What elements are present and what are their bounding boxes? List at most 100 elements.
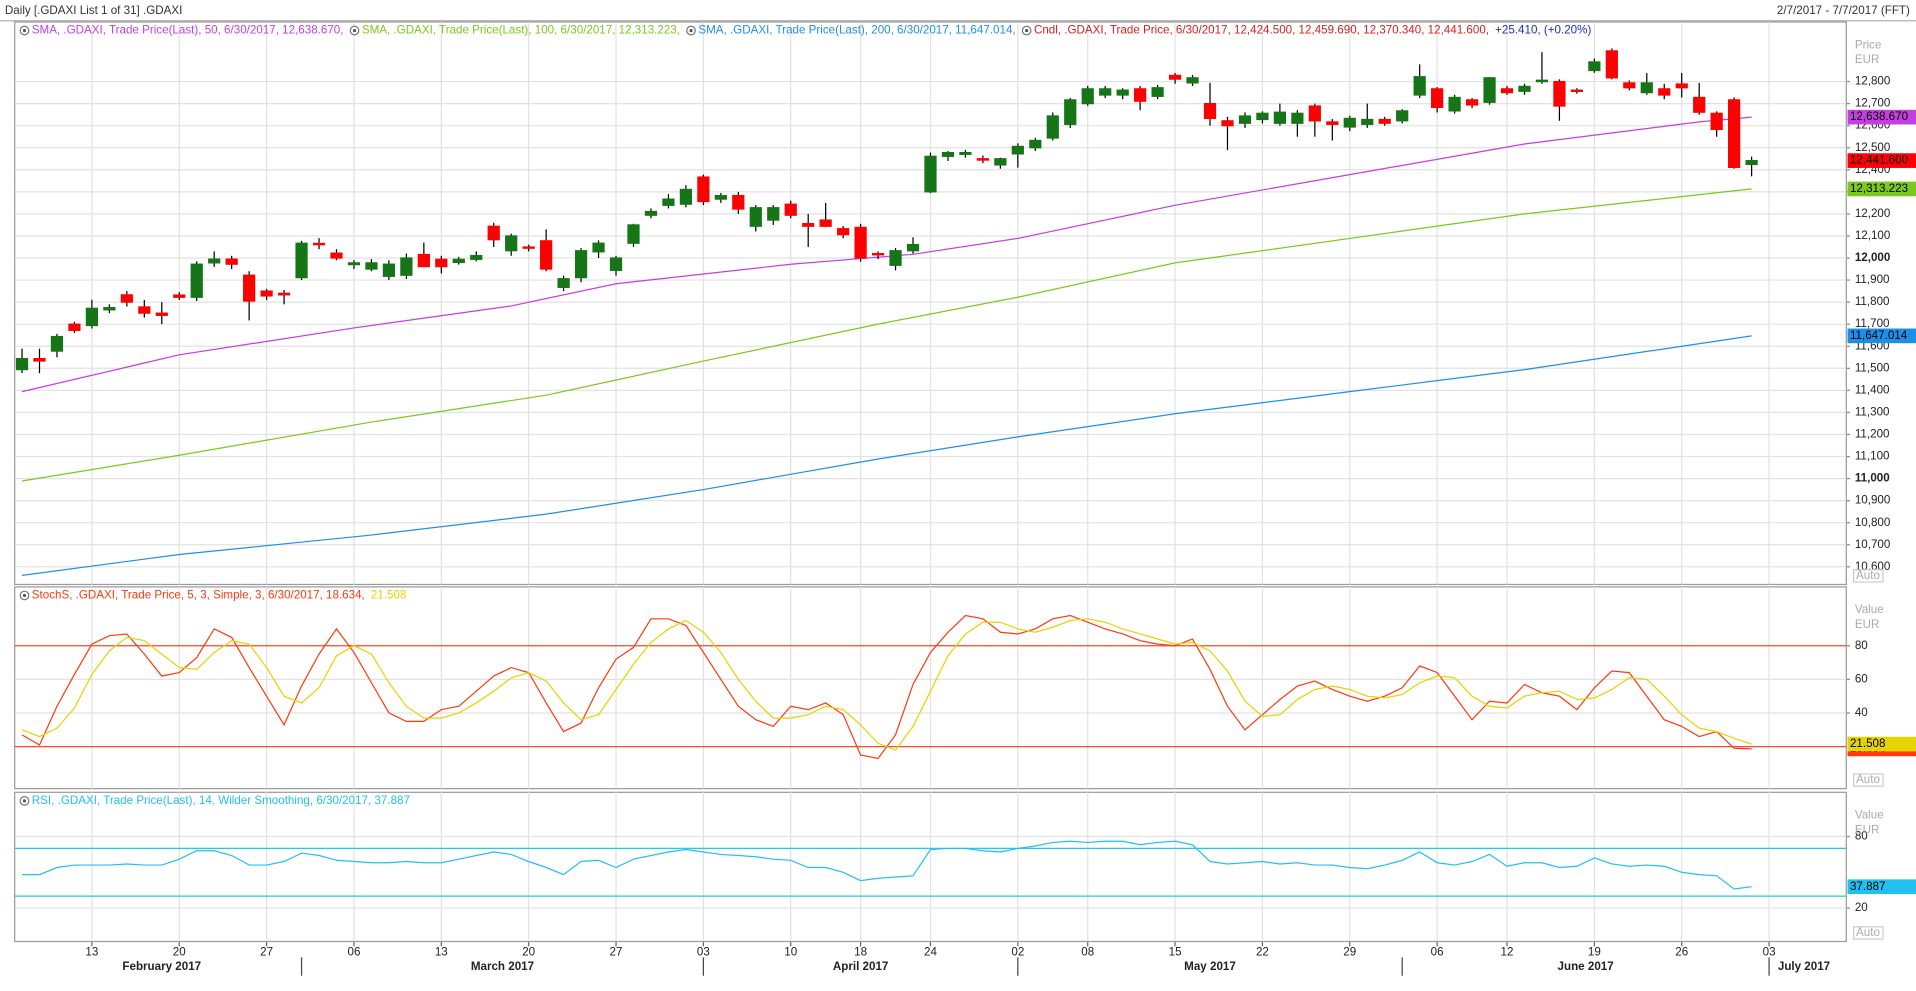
candle-body [1168,74,1182,80]
auto-label[interactable]: Auto [1856,926,1880,939]
legend-label: RSI, .GDAXI, Trade Price(Last), 14, Wild… [32,794,410,807]
candle-body [1413,76,1426,96]
y-tick-label: 11,800 [1855,295,1890,308]
legend-icon-dot [352,28,357,33]
auto-label[interactable]: Auto [1856,773,1880,786]
candle-body [85,307,99,327]
candle-body [260,290,273,297]
candle-body [732,194,745,210]
x-tick-label: 13 [435,946,448,959]
legend-label: SMA, .GDAXI, Trade Price(Last), 200, 6/3… [698,24,1015,37]
auto-label[interactable]: Auto [1856,569,1880,582]
candle-body [1326,121,1339,125]
candle-body [557,278,570,288]
last-value-box [1847,153,1916,168]
candle-body [190,263,203,298]
x-tick-label: 27 [610,946,623,959]
candle-body [644,210,658,216]
candle-body [1396,110,1409,122]
candle-body [767,207,780,221]
candle-body [68,323,81,331]
candle-body [347,262,361,266]
legend-label: StochS, .GDAXI, Trade Price, 5, 3, Simpl… [32,589,365,602]
candle-body [138,306,151,314]
header-title: Daily [.GDAXI List 1 of 31] .GDAXI [5,4,182,17]
auto-button[interactable] [1853,773,1884,787]
candle-body [1291,112,1304,124]
auto-button[interactable] [1853,569,1884,583]
candle-body [312,242,326,246]
candle-body [679,188,693,205]
axis-label: Price [1855,38,1881,51]
x-tick-label: 13 [85,946,98,959]
month-label: June 2017 [1558,960,1614,973]
x-tick-label: 20 [173,946,186,959]
candle-body [1029,139,1042,149]
y-tick-label: 12,200 [1855,207,1891,220]
candle-body [1465,99,1479,106]
candle-body [155,312,168,316]
candle-body [697,176,710,203]
y-tick-label: 11,200 [1855,428,1890,441]
auto-button[interactable] [1853,926,1884,940]
x-tick-label: 02 [1011,946,1024,959]
candle-body [1500,88,1514,94]
candle-body [662,198,675,206]
candle-body [1675,83,1688,89]
last-value-label: 12,313.223 [1850,182,1908,195]
y-tick-label: 12,100 [1855,229,1891,242]
candle-body [924,155,937,193]
candle-body [1256,112,1269,121]
candle-body [33,357,46,362]
candle-body [1535,79,1549,83]
candle-body [1134,88,1147,102]
candle-body [103,307,116,311]
month-label: March 2017 [471,960,534,973]
candle-body [1238,115,1252,124]
candle-body [1431,88,1444,108]
x-tick-label: 06 [1431,946,1444,959]
candle-body [609,257,623,271]
legend-label: 21.508 [371,589,407,602]
candle-body [1378,118,1391,124]
candle-body [994,158,1007,166]
last-value-label: 11,647.014 [1850,329,1908,342]
candle-body [365,262,378,270]
candle-body [871,252,885,256]
candle-body [400,257,413,276]
candle-body [382,263,396,277]
candle-body [435,258,448,268]
y-tick-label: 12,000 [1855,251,1891,264]
month-label: May 2017 [1184,960,1236,973]
candle-body [1570,89,1584,92]
series-line [22,840,1752,890]
y-tick-label: 80 [1855,639,1868,652]
legend-label: SMA, .GDAXI, Trade Price(Last), 100, 6/3… [362,24,680,37]
candle-body [1343,117,1356,128]
x-tick-label: 06 [348,946,361,959]
candle-body [1046,115,1059,139]
candle-body [1099,88,1112,96]
month-label: February 2017 [122,960,201,973]
candle-body [1064,99,1077,125]
y-tick-label: 11,400 [1855,383,1890,396]
candle-body [1151,87,1164,97]
candle-body [592,242,605,253]
candle-body [1640,82,1653,94]
candle-body [1710,112,1723,131]
last-value-label: 12,441.600 [1850,154,1908,167]
candle-body [505,235,518,252]
legend-label: SMA, .GDAXI, Trade Price(Last), 50, 6/30… [32,24,344,37]
x-tick-label: 26 [1675,946,1688,959]
y-tick-label: 11,900 [1855,273,1890,286]
candle-body [837,228,850,236]
y-tick-label: 11,000 [1855,472,1890,485]
axis-label: Value [1855,603,1884,616]
legend-icon-dot [22,593,27,598]
candle-body [1623,82,1636,89]
candle-body [243,274,256,302]
y-tick-label: 10,700 [1855,538,1891,551]
y-tick-label: 11,700 [1855,317,1890,330]
candle-body [15,357,29,371]
